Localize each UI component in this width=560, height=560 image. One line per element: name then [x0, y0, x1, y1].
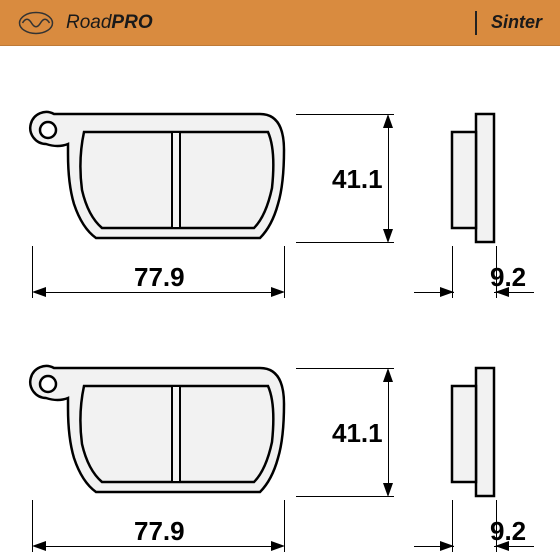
brand-prefix: Road — [66, 12, 111, 33]
dim-2-height-arrow-down — [383, 483, 393, 497]
dim-2-height-ext-bot — [296, 496, 394, 497]
pad-1-side — [450, 112, 498, 249]
dim-2-height-label: 41.1 — [332, 418, 383, 449]
dim-2-thick-label: 9.2 — [490, 516, 526, 547]
dim-2-width-arrow-r — [271, 541, 285, 551]
dim-2-height-ext-top — [296, 368, 394, 369]
dim-1-thick-label: 9.2 — [490, 262, 526, 293]
dim-2-thick-arrow-l — [440, 541, 454, 551]
product-type-label: Sinter — [491, 12, 542, 33]
brand-suffix: PRO — [111, 12, 152, 33]
header-separator — [475, 11, 477, 35]
dim-1-width-arrow-l — [32, 287, 46, 297]
dim-2-height-arrow-up — [383, 368, 393, 382]
dim-1-width-label: 77.9 — [134, 262, 185, 293]
pad-2-side — [450, 366, 498, 503]
dim-2-width-arrow-l — [32, 541, 46, 551]
brand-name: RoadPRO — [66, 12, 153, 34]
diagram-canvas: 41.1 77.9 9.2 41.1 77.9 — [0, 46, 560, 560]
pad-2-face — [28, 364, 290, 507]
dim-2-width-label: 77.9 — [134, 516, 185, 547]
dim-1-height-line — [388, 118, 389, 238]
pad-1-face — [28, 110, 290, 253]
dim-1-thick-arrow-l — [440, 287, 454, 297]
dim-1-height-ext-bot — [296, 242, 394, 243]
header-bar: RoadPRO Sinter — [0, 0, 560, 46]
dim-2-height-line — [388, 372, 389, 492]
dim-1-height-arrow-up — [383, 114, 393, 128]
dim-1-height-arrow-down — [383, 229, 393, 243]
dim-1-height-label: 41.1 — [332, 164, 383, 195]
dim-1-width-arrow-r — [271, 287, 285, 297]
dim-1-height-ext-top — [296, 114, 394, 115]
brand-logo-icon — [18, 11, 54, 35]
